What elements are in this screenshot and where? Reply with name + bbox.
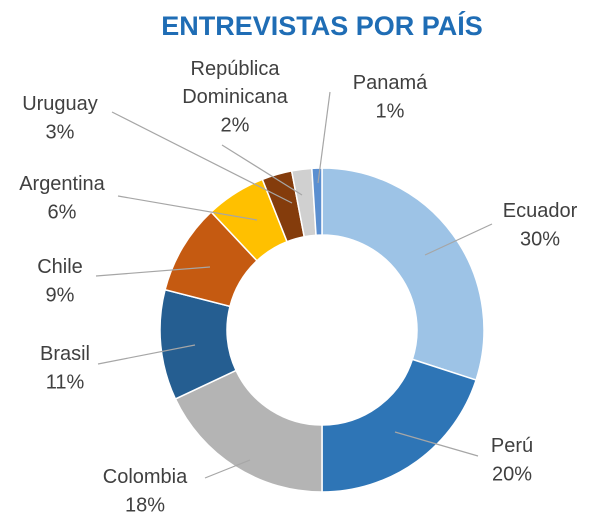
category-label: República Dominicana <box>182 58 288 108</box>
value-label: 2% <box>221 114 250 136</box>
slice <box>321 167 485 382</box>
category-label: Colombia <box>103 466 188 488</box>
leader-line <box>424 223 493 256</box>
category-label: Argentina <box>19 173 105 195</box>
leader-line <box>394 431 479 457</box>
value-label: 3% <box>46 121 75 143</box>
label-line: Uruguay <box>22 93 98 115</box>
label-line: Colombia <box>103 466 188 488</box>
label-line: Chile <box>37 256 83 278</box>
leader-line <box>97 344 196 365</box>
label-line: Argentina <box>19 173 105 195</box>
value-label: 11% <box>46 371 85 393</box>
value-label: 9% <box>46 284 75 306</box>
chart-title: ENTREVISTAS POR PAÍS <box>161 10 483 41</box>
value-label: 20% <box>492 463 532 485</box>
value-label: 30% <box>520 228 560 250</box>
category-label: Panamá <box>353 72 428 94</box>
leader-line <box>117 195 258 221</box>
label-line: Dominicana <box>182 86 288 108</box>
value-label: 18% <box>125 494 165 516</box>
label-line: República <box>191 58 281 80</box>
category-label: Brasil <box>40 343 90 365</box>
leader-line <box>204 459 251 479</box>
label-line: Panamá <box>353 72 428 94</box>
category-label: Perú <box>491 435 533 457</box>
slice <box>321 358 478 493</box>
category-label: Ecuador <box>503 200 578 222</box>
category-label: Chile <box>37 256 83 278</box>
leader-line <box>221 144 303 196</box>
label-line: Brasil <box>40 343 90 365</box>
category-label: Uruguay <box>22 93 98 115</box>
label-line: Perú <box>491 435 533 457</box>
leader-line <box>317 91 331 184</box>
leader-line <box>111 111 293 204</box>
value-label: 1% <box>376 100 405 122</box>
value-label: 6% <box>48 201 77 223</box>
leader-line <box>95 266 211 277</box>
slice <box>311 167 323 236</box>
label-line: Ecuador <box>503 200 578 222</box>
